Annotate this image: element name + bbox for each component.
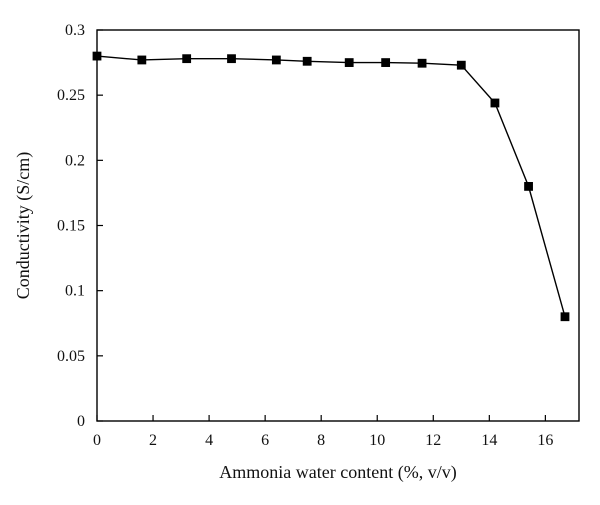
x-tick-label: 14	[481, 432, 497, 449]
plot-frame	[96, 29, 580, 422]
data-point-marker	[381, 58, 391, 67]
data-point-marker	[271, 55, 281, 65]
y-tick-label: 0.2	[65, 152, 85, 169]
y-axis-label: Conductivity (S/cm)	[13, 152, 34, 300]
x-axis-label: Ammonia water content (%, v/v)	[219, 462, 456, 483]
y-axis: 0 0.05 0.1 0.15 0.2 0.25 0.3	[57, 22, 103, 430]
data-point-marker	[227, 54, 236, 64]
data-point-marker	[137, 55, 147, 65]
x-tick-label: 8	[317, 432, 325, 449]
data-point-marker	[344, 58, 354, 67]
data-point-marker	[182, 54, 192, 64]
data-point-marker	[417, 58, 427, 68]
y-tick-label: 0.15	[57, 218, 85, 235]
series-line	[96, 55, 566, 317]
data-point-marker	[92, 51, 102, 61]
data-point-marker	[456, 60, 466, 70]
x-tick-label: 2	[149, 432, 157, 449]
x-tick-label: 16	[537, 432, 553, 449]
x-axis: 0 2 4 6 8 10 12 14 16	[93, 415, 553, 449]
x-tick-label: 0	[93, 432, 101, 449]
y-tick-label: 0.3	[65, 22, 85, 39]
y-tick-label: 0.05	[57, 348, 85, 365]
series-layer	[92, 51, 570, 322]
y-tick-label: 0.1	[65, 283, 85, 300]
data-point-marker	[560, 312, 570, 322]
plot-area	[96, 29, 580, 422]
x-tick-label: 10	[369, 432, 385, 449]
x-tick-label: 4	[205, 432, 213, 449]
x-tick-label: 12	[425, 432, 441, 449]
data-point-marker	[490, 98, 500, 108]
data-point-marker	[524, 181, 533, 191]
data-point-marker	[302, 56, 312, 66]
x-tick-label: 6	[261, 432, 269, 449]
y-tick-label: 0	[77, 413, 85, 430]
y-tick-label: 0.25	[57, 87, 85, 104]
